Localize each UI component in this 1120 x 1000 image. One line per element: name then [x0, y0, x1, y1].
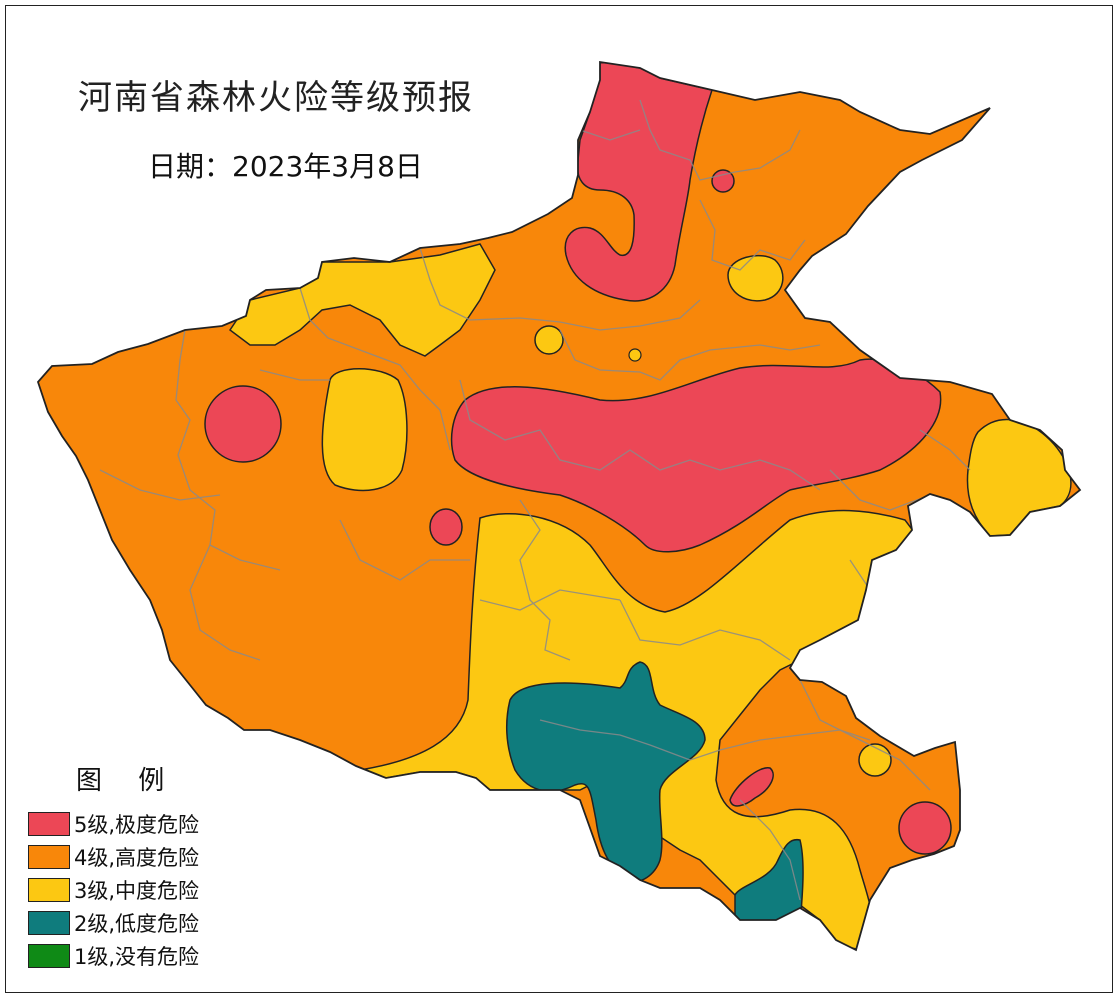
- legend-item: 3级,中度危险: [28, 873, 228, 906]
- zone-level5-small-west: [429, 508, 463, 546]
- legend-swatch: [28, 844, 70, 869]
- province-outline: [36, 60, 1082, 952]
- county-boundaries: [99, 99, 971, 901]
- legend-items: 5级,极度危险 4级,高度危险 3级,中度危险 2级,低度危险 1级,没有危险: [28, 807, 228, 972]
- legend-title: 图 例: [76, 766, 179, 796]
- legend-swatch: [28, 811, 70, 836]
- legend-item: 2级,低度危险: [28, 906, 228, 939]
- zone-level2-southwest: [505, 661, 706, 882]
- zone-level3-northwest: [228, 243, 496, 357]
- legend-swatch: [28, 943, 70, 968]
- legend-item: 1级,没有危险: [28, 939, 228, 972]
- legend-label: 5级,极度危险: [74, 812, 200, 837]
- zone-level3-island-west: [321, 368, 408, 492]
- legend-label: 1级,没有危险: [74, 944, 200, 969]
- legend-label: 3级,中度危险: [74, 878, 200, 903]
- zone-level5-southeast-sliver: [729, 767, 774, 807]
- legend-label: 4级,高度危险: [74, 845, 200, 870]
- zone-level3-island-center: [534, 325, 564, 355]
- legend-swatch: [28, 910, 70, 935]
- zone-level5-west: [204, 385, 282, 463]
- forecast-date: 日期：2023年3月8日: [148, 150, 423, 183]
- zone-level5-southeast: [898, 801, 952, 855]
- zone-level5-north: [564, 62, 713, 302]
- legend-swatch: [28, 877, 70, 902]
- zone-level3-island-north: [727, 254, 784, 302]
- legend-item: 5级,极度危险: [28, 807, 228, 840]
- zone-level3-east: [966, 418, 1072, 537]
- map-title: 河南省森林火险等级预报: [78, 78, 474, 118]
- zone-level5-central: [450, 358, 942, 553]
- legend: 图 例 5级,极度危险 4级,高度危险 3级,中度危险 2级,低度危险 1级,没有危险: [28, 760, 228, 972]
- zone-level2-south: [734, 838, 804, 931]
- legend-item: 4级,高度危险: [28, 840, 228, 873]
- zone-level3-island-southeast: [858, 743, 892, 777]
- zone-level3-island-dot: [628, 348, 642, 362]
- legend-label: 2级,低度危险: [74, 911, 200, 936]
